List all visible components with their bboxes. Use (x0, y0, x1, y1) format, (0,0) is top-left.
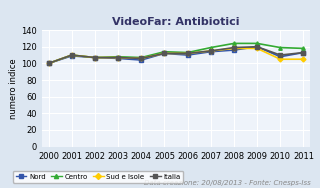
Sud e Isole (139, 57, 143, 60)
Nord (301, 52, 305, 54)
Italia (301, 52, 305, 54)
Nord (47, 62, 51, 64)
Nord (163, 52, 166, 55)
Italia (232, 46, 236, 49)
Line: Centro: Centro (47, 42, 305, 65)
Sud e Isole (163, 52, 166, 55)
Legend: Nord, Centro, Sud e Isole, Italia: Nord, Centro, Sud e Isole, Italia (13, 171, 183, 183)
Line: Sud e Isole: Sud e Isole (47, 47, 305, 65)
Text: Data creazione: 20/08/2013 - Fonte: Cnesps-Iss: Data creazione: 20/08/2013 - Fonte: Cnes… (144, 180, 310, 186)
Italia (209, 50, 213, 52)
Centro (209, 46, 213, 49)
Centro (186, 52, 189, 54)
Centro (116, 56, 120, 58)
Centro (139, 56, 143, 59)
Centro (301, 47, 305, 49)
Sud e Isole (47, 62, 51, 64)
Nord (209, 51, 213, 53)
Sud e Isole (278, 58, 282, 60)
Centro (232, 42, 236, 45)
Nord (70, 55, 74, 57)
Y-axis label: numero indice: numero indice (9, 58, 18, 119)
Italia (163, 52, 166, 55)
Nord (139, 59, 143, 61)
Italia (278, 54, 282, 56)
Sud e Isole (93, 56, 97, 59)
Italia (255, 46, 259, 48)
Nord (186, 54, 189, 56)
Centro (47, 62, 51, 64)
Centro (278, 46, 282, 49)
Nord (278, 56, 282, 58)
Sud e Isole (255, 47, 259, 49)
Nord (255, 46, 259, 48)
Italia (139, 57, 143, 60)
Line: Nord: Nord (47, 45, 305, 65)
Sud e Isole (232, 47, 236, 49)
Line: Italia: Italia (47, 45, 305, 65)
Centro (93, 56, 97, 59)
Centro (163, 51, 166, 53)
Title: VideoFar: Antibiotici: VideoFar: Antibiotici (112, 17, 240, 27)
Italia (186, 52, 189, 55)
Nord (116, 57, 120, 60)
Sud e Isole (116, 56, 120, 59)
Sud e Isole (70, 54, 74, 56)
Italia (116, 56, 120, 59)
Centro (255, 42, 259, 45)
Italia (47, 62, 51, 64)
Italia (70, 54, 74, 56)
Sud e Isole (209, 50, 213, 52)
Sud e Isole (186, 52, 189, 55)
Sud e Isole (301, 58, 305, 60)
Nord (93, 56, 97, 59)
Italia (93, 56, 97, 59)
Nord (232, 49, 236, 51)
Centro (70, 54, 74, 56)
